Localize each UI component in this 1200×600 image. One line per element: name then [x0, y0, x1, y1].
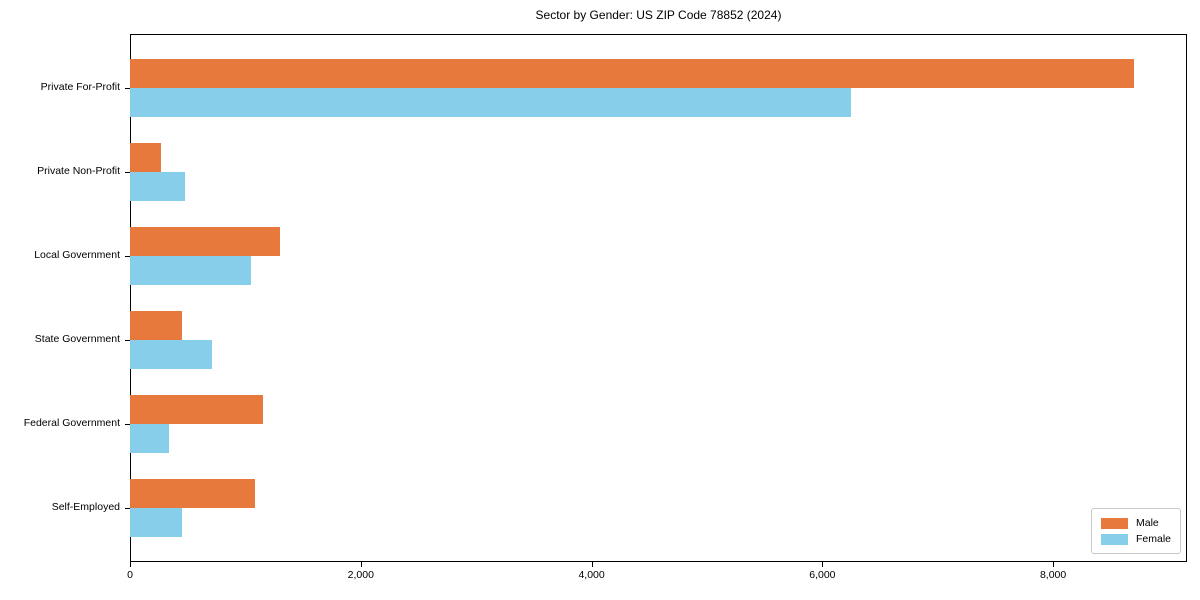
x-tick-label: 4,000 — [578, 569, 605, 581]
x-tick-label: 8,000 — [1039, 569, 1067, 581]
male-legend-swatch — [1101, 517, 1128, 529]
x-tick-mark — [360, 562, 362, 567]
x-tick-label: 0 — [127, 569, 133, 581]
y-axis-label: Self-Employed — [51, 501, 120, 513]
y-tick-mark — [125, 256, 130, 257]
legend: Male Female — [1091, 508, 1181, 554]
x-tick-mark — [822, 562, 824, 567]
x-tick-label: 2,000 — [347, 569, 374, 581]
y-axis-label: Local Government — [34, 249, 120, 261]
legend-item-male: Male — [1101, 517, 1171, 529]
bar-male-3 — [130, 311, 182, 340]
y-axis-label: Federal Government — [23, 417, 120, 429]
y-tick-mark — [125, 340, 130, 341]
bar-male-1 — [130, 143, 162, 172]
y-tick-mark — [125, 172, 130, 173]
female-legend-label: Female — [1135, 533, 1171, 545]
female-legend-swatch — [1101, 533, 1128, 545]
bar-male-5 — [130, 479, 255, 508]
bar-female-1 — [130, 172, 186, 201]
y-tick-mark — [125, 508, 130, 509]
x-tick-mark — [130, 562, 131, 567]
y-axis-label: Private Non-Profit — [37, 165, 120, 177]
bar-male-0 — [130, 59, 1134, 88]
male-legend-label: Male — [1136, 517, 1159, 529]
bar-male-4 — [130, 395, 263, 424]
bar-female-2 — [130, 256, 252, 285]
y-axis-label: State Government — [34, 333, 120, 345]
bar-female-5 — [130, 508, 182, 537]
y-tick-mark — [125, 88, 130, 89]
chart-title: Sector by Gender: US ZIP Code 78852 (202… — [535, 8, 782, 22]
bar-male-2 — [130, 227, 280, 256]
bar-female-3 — [130, 340, 212, 369]
bar-female-0 — [130, 88, 852, 117]
y-tick-mark — [125, 424, 130, 425]
x-tick-mark — [1053, 562, 1055, 567]
x-tick-label: 6,000 — [809, 569, 836, 581]
x-tick-mark — [591, 562, 593, 567]
legend-item-female: Female — [1101, 533, 1171, 545]
y-axis-label: Private For-Profit — [40, 81, 120, 93]
bar-female-4 — [130, 424, 170, 453]
plot-area — [130, 34, 1187, 562]
